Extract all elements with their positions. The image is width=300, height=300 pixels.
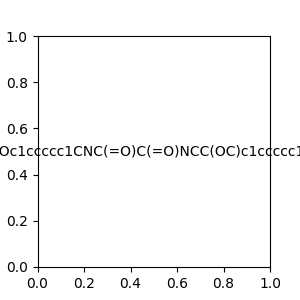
Text: COc1ccccc1CNC(=O)C(=O)NCC(OC)c1ccccc1Cl: COc1ccccc1CNC(=O)C(=O)NCC(OC)c1ccccc1Cl: [0, 145, 300, 158]
